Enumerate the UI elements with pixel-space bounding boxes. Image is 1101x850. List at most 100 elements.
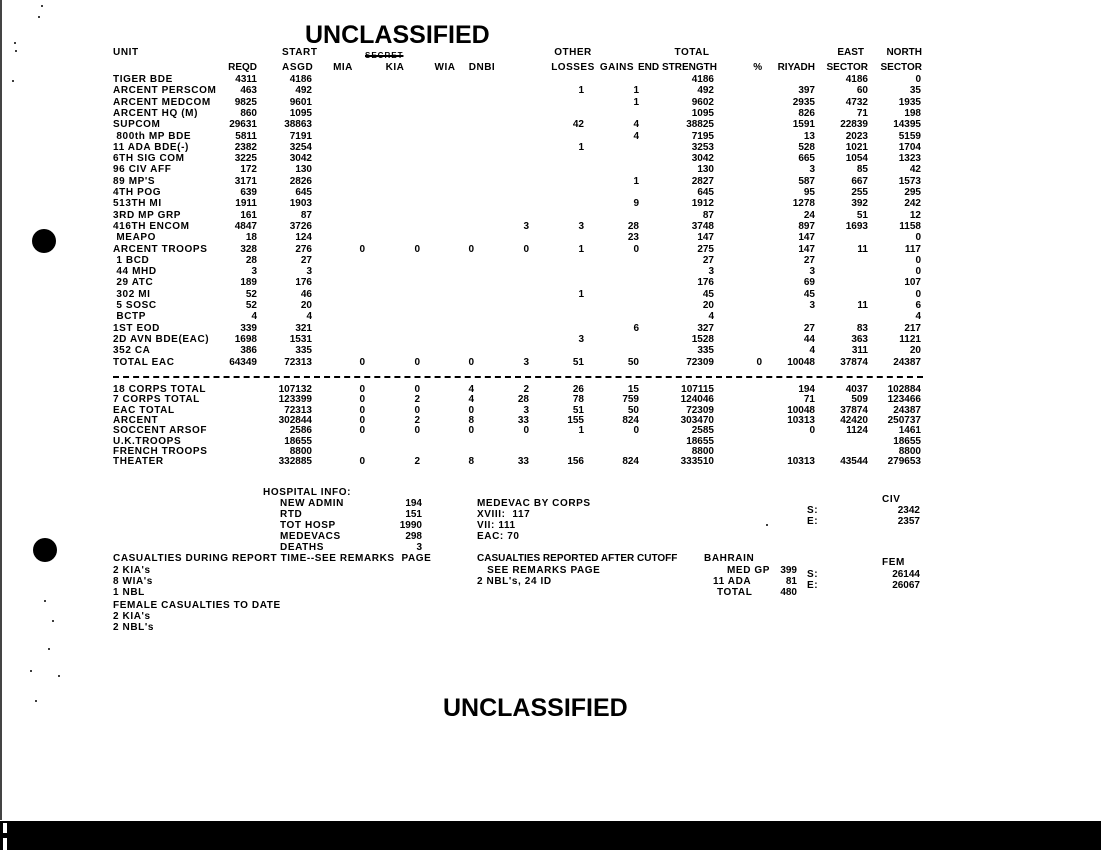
scan-speck — [35, 700, 37, 702]
cell-gains: 0 — [633, 425, 639, 436]
cell-wia: 0 — [468, 405, 474, 416]
cell-north_sector: 14395 — [893, 119, 921, 130]
header-east-sector: SECTOR — [826, 62, 869, 73]
cell-unit: ARCENT — [113, 415, 159, 426]
cell-end_strength: 45 — [702, 289, 714, 300]
cell-end_strength: 8800 — [691, 446, 714, 457]
cell-other_losses: 1 — [578, 85, 584, 96]
cell-gains: 50 — [627, 357, 639, 368]
cell-end_strength: 303470 — [680, 415, 714, 426]
cell-east_sector: 85 — [856, 164, 868, 175]
hospital-label: RTD — [280, 509, 303, 520]
cell-east_sector: 4186 — [845, 74, 868, 85]
cell-north_sector: 1573 — [898, 176, 921, 187]
cell-north_sector: 24387 — [893, 405, 921, 416]
scan-speck — [14, 42, 16, 44]
cell-riyadh: 13 — [803, 131, 815, 142]
cell-reqd: 18 — [245, 232, 257, 243]
cell-riyadh: 528 — [798, 142, 815, 153]
cell-riyadh: 95 — [803, 187, 815, 198]
cell-north_sector: 279653 — [887, 456, 921, 467]
cell-end_strength: 18655 — [686, 436, 714, 447]
cell-gains: 4 — [633, 131, 639, 142]
cell-east_sector: 509 — [851, 394, 868, 405]
cell-north_sector: 6 — [915, 300, 921, 311]
cell-reqd: 64349 — [229, 357, 257, 368]
cell-gains: 28 — [627, 221, 639, 232]
cell-east_sector: 60 — [856, 85, 868, 96]
cell-reqd: 1911 — [235, 198, 257, 209]
scan-speck — [44, 600, 46, 602]
hospital-value: 298 — [405, 531, 422, 542]
cell-end_strength: 147 — [697, 232, 714, 243]
cell-reqd: 386 — [240, 345, 257, 356]
cell-unit: 7 CORPS TOTAL — [113, 394, 200, 405]
cell-kia: 2 — [414, 394, 420, 405]
cell-unit: 3RD MP GRP — [113, 210, 182, 221]
header-east: EAST — [837, 47, 864, 58]
cell-mia: 0 — [359, 425, 365, 436]
cell-gains: 0 — [633, 244, 639, 255]
hospital-label: TOT HOSP — [280, 520, 336, 531]
cell-east_sector: 42420 — [840, 415, 868, 426]
header-end: END — [638, 62, 660, 73]
cell-kia: 0 — [414, 405, 420, 416]
cell-end_strength: 3253 — [691, 142, 714, 153]
medevac-line: XVIII: 117 — [477, 509, 531, 520]
cell-end_strength: 1912 — [691, 198, 714, 209]
casualties-after-line: SEE REMARKS PAGE — [477, 565, 601, 576]
header-north: NORTH — [886, 47, 922, 58]
cell-unit: 416TH ENCOM — [113, 221, 190, 232]
cell-kia: 0 — [414, 357, 420, 368]
cell-unit: EAC TOTAL — [113, 405, 175, 416]
scan-speck — [12, 80, 14, 82]
cell-asgd: 107132 — [278, 384, 312, 395]
cell-end_strength: 72309 — [686, 405, 714, 416]
cell-reqd: 4311 — [235, 74, 257, 85]
cell-end_strength: 176 — [697, 277, 714, 288]
cell-reqd: 1698 — [234, 334, 257, 345]
hospital-label: NEW ADMIN — [280, 498, 344, 509]
cell-unit: 302 MI — [113, 289, 151, 300]
cell-unit: MEAPO — [113, 232, 157, 243]
cell-end_strength: 2827 — [691, 176, 714, 187]
cell-asgd: 72313 — [284, 405, 312, 416]
female-title: FEMALE CASUALTIES TO DATE — [113, 600, 281, 611]
cell-north_sector: 0 — [915, 266, 921, 277]
cell-reqd: 52 — [245, 300, 257, 311]
scan-notch — [3, 838, 7, 850]
cell-kia: 2 — [414, 415, 420, 426]
cell-unit: TOTAL EAC — [113, 357, 175, 368]
header-north-sector: SECTOR — [880, 62, 923, 73]
cell-riyadh: 10313 — [787, 456, 815, 467]
cell-riyadh: 44 — [803, 334, 815, 345]
hospital-value: 194 — [405, 498, 422, 509]
hospital-title: HOSPITAL INFO: — [263, 487, 352, 498]
cell-unit: 1ST EOD — [113, 323, 160, 334]
cell-reqd: 2382 — [234, 142, 257, 153]
cell-wia: 0 — [468, 244, 474, 255]
cell-reqd: 463 — [240, 85, 257, 96]
cell-end_strength: 4186 — [691, 74, 714, 85]
fem-s-label: S: — [807, 569, 819, 580]
cell-end_strength: 333510 — [680, 456, 714, 467]
cell-north_sector: 1935 — [898, 97, 921, 108]
cell-end_strength: 335 — [697, 345, 714, 356]
cell-mia: 0 — [359, 415, 365, 426]
cell-dnbi: 3 — [523, 221, 529, 232]
cell-reqd: 339 — [240, 323, 257, 334]
header-mia: MIA — [333, 62, 353, 73]
cell-east_sector: 37874 — [840, 405, 868, 416]
cell-asgd: 130 — [295, 164, 312, 175]
cell-asgd: 321 — [295, 323, 312, 334]
cell-reqd: 4847 — [234, 221, 257, 232]
cell-asgd: 4186 — [289, 74, 312, 85]
header-other: OTHER — [554, 47, 592, 58]
cell-reqd: 5811 — [235, 131, 257, 142]
cell-other_losses: 1 — [578, 244, 584, 255]
cell-east_sector: 4732 — [845, 97, 868, 108]
cell-reqd: 328 — [240, 244, 257, 255]
header-reqd: REQD — [228, 62, 257, 73]
cell-end_strength: 72309 — [686, 357, 714, 368]
casualties-after-title: CASUALTIES REPORTED AFTER CUTOFF — [477, 553, 678, 564]
